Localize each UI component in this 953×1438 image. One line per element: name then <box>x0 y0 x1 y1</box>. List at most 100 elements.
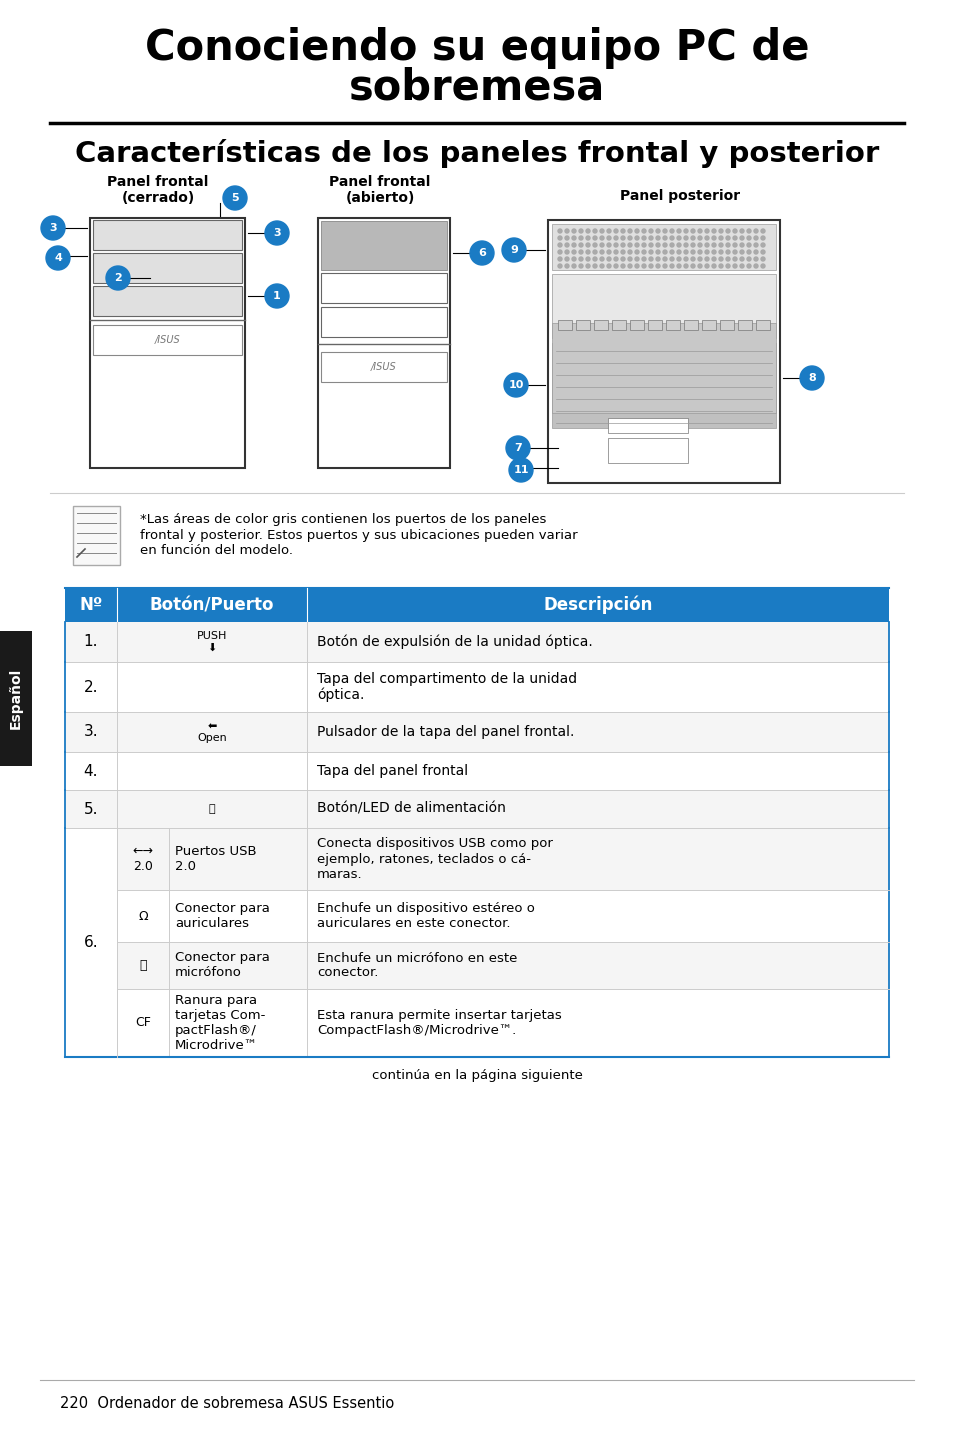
Circle shape <box>564 257 568 262</box>
Bar <box>117 942 888 989</box>
Circle shape <box>719 250 722 255</box>
Bar <box>90 219 245 467</box>
Circle shape <box>572 243 576 247</box>
Bar <box>117 828 888 890</box>
Text: 🎙: 🎙 <box>139 959 147 972</box>
Circle shape <box>725 236 729 240</box>
Circle shape <box>641 236 645 240</box>
Text: 220  Ordenador de sobremesa ASUS Essentio: 220 Ordenador de sobremesa ASUS Essentio <box>60 1395 394 1411</box>
Circle shape <box>585 257 589 262</box>
Circle shape <box>656 257 659 262</box>
Text: Pulsador de la tapa del panel frontal.: Pulsador de la tapa del panel frontal. <box>316 725 574 739</box>
Circle shape <box>578 250 582 255</box>
Text: Botón/Puerto: Botón/Puerto <box>150 595 274 614</box>
Circle shape <box>677 250 680 255</box>
Circle shape <box>656 265 659 267</box>
Circle shape <box>683 250 687 255</box>
Circle shape <box>635 250 639 255</box>
Circle shape <box>740 243 743 247</box>
Circle shape <box>725 250 729 255</box>
Circle shape <box>711 265 716 267</box>
Bar <box>647 321 661 329</box>
Circle shape <box>656 229 659 233</box>
Circle shape <box>740 236 743 240</box>
Bar <box>683 321 698 329</box>
Text: Conociendo su equipo PC de: Conociendo su equipo PC de <box>145 27 808 69</box>
Text: 8: 8 <box>807 372 815 383</box>
Circle shape <box>698 265 701 267</box>
Circle shape <box>564 243 568 247</box>
Circle shape <box>593 236 597 240</box>
Circle shape <box>662 236 666 240</box>
Circle shape <box>662 243 666 247</box>
Circle shape <box>558 229 561 233</box>
Circle shape <box>585 243 589 247</box>
Text: Tapa del compartimento de la unidad
óptica.: Tapa del compartimento de la unidad ópti… <box>316 672 577 702</box>
Circle shape <box>641 257 645 262</box>
Text: 2: 2 <box>114 273 122 283</box>
Circle shape <box>578 243 582 247</box>
Circle shape <box>578 229 582 233</box>
Bar <box>552 275 775 338</box>
Circle shape <box>578 265 582 267</box>
Circle shape <box>690 250 695 255</box>
Circle shape <box>704 236 708 240</box>
Circle shape <box>662 265 666 267</box>
Circle shape <box>732 229 737 233</box>
Circle shape <box>698 229 701 233</box>
Bar <box>629 321 643 329</box>
Text: Puertos USB
2.0: Puertos USB 2.0 <box>174 846 256 873</box>
Circle shape <box>503 372 527 397</box>
Circle shape <box>800 367 823 390</box>
Bar <box>720 321 733 329</box>
Circle shape <box>606 265 610 267</box>
Circle shape <box>614 236 618 240</box>
Circle shape <box>606 250 610 255</box>
Circle shape <box>585 265 589 267</box>
Circle shape <box>669 265 673 267</box>
Circle shape <box>578 257 582 262</box>
Text: 5: 5 <box>231 193 238 203</box>
Circle shape <box>470 242 494 265</box>
Circle shape <box>620 236 624 240</box>
Circle shape <box>719 257 722 262</box>
Circle shape <box>740 257 743 262</box>
Circle shape <box>753 243 758 247</box>
Circle shape <box>558 236 561 240</box>
Circle shape <box>593 243 597 247</box>
Circle shape <box>614 257 618 262</box>
Circle shape <box>683 257 687 262</box>
Circle shape <box>704 265 708 267</box>
Circle shape <box>760 229 764 233</box>
Circle shape <box>760 265 764 267</box>
Bar <box>552 344 775 429</box>
Circle shape <box>711 229 716 233</box>
Text: *Las áreas de color gris contienen los puertos de los paneles
frontal y posterio: *Las áreas de color gris contienen los p… <box>140 513 577 557</box>
Bar <box>607 439 687 463</box>
Circle shape <box>627 250 631 255</box>
Circle shape <box>669 257 673 262</box>
Text: continúa en la página siguiente: continúa en la página siguiente <box>371 1068 582 1081</box>
Circle shape <box>572 265 576 267</box>
Circle shape <box>753 265 758 267</box>
Text: 10: 10 <box>508 380 523 390</box>
Circle shape <box>627 229 631 233</box>
Bar <box>92 253 242 283</box>
Bar <box>755 321 769 329</box>
Circle shape <box>753 229 758 233</box>
Circle shape <box>505 436 530 460</box>
Circle shape <box>627 257 631 262</box>
Circle shape <box>606 229 610 233</box>
Circle shape <box>593 229 597 233</box>
Text: Panel frontal
(cerrado): Panel frontal (cerrado) <box>107 175 209 206</box>
Bar <box>607 418 687 433</box>
Circle shape <box>719 265 722 267</box>
Circle shape <box>656 243 659 247</box>
Circle shape <box>635 257 639 262</box>
Circle shape <box>732 250 737 255</box>
Circle shape <box>725 257 729 262</box>
Text: 6.: 6. <box>84 935 98 951</box>
Bar <box>552 324 775 413</box>
Circle shape <box>683 236 687 240</box>
Bar <box>73 506 120 565</box>
